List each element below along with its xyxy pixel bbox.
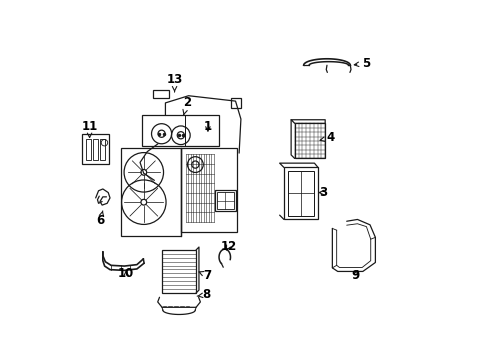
Text: 2: 2 (183, 96, 191, 115)
Text: 6: 6 (96, 211, 104, 227)
Bar (142, 116, 219, 146)
Bar (287, 171, 314, 216)
Bar (121, 148, 181, 235)
Bar (100, 139, 105, 159)
Text: 13: 13 (166, 73, 183, 92)
Bar (284, 167, 317, 220)
Text: 3: 3 (319, 186, 327, 199)
Bar (294, 123, 325, 158)
Text: 4: 4 (320, 131, 334, 144)
Bar (153, 90, 168, 98)
Text: 5: 5 (354, 57, 370, 70)
Text: 10: 10 (118, 267, 134, 280)
Bar (217, 192, 233, 209)
Bar (86, 139, 90, 159)
Text: 12: 12 (220, 240, 236, 253)
Bar (162, 250, 196, 293)
Text: 8: 8 (197, 288, 210, 301)
Bar (215, 190, 235, 211)
Bar (93, 139, 98, 159)
Bar (230, 98, 240, 108)
Text: 1: 1 (203, 121, 212, 134)
Bar (181, 148, 237, 232)
Bar (82, 134, 109, 164)
Text: 9: 9 (351, 269, 359, 282)
Text: 7: 7 (199, 269, 210, 282)
Text: 11: 11 (81, 121, 98, 138)
